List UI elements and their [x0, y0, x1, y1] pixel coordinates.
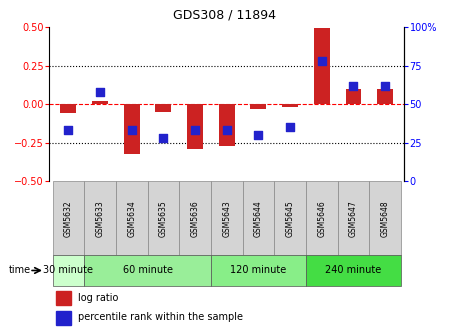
Point: [191, 128, 198, 133]
Text: time: time: [9, 265, 31, 276]
Point: [65, 128, 72, 133]
Point: [382, 83, 389, 88]
Bar: [57, 311, 70, 325]
Text: GDS308 / 11894: GDS308 / 11894: [173, 8, 276, 21]
Text: GSM5636: GSM5636: [190, 200, 199, 237]
Point: [286, 125, 294, 130]
Bar: [211, 181, 242, 255]
Text: percentile rank within the sample: percentile rank within the sample: [78, 312, 243, 323]
Bar: [251, 104, 266, 109]
Text: GSM5643: GSM5643: [222, 200, 231, 237]
Text: 60 minute: 60 minute: [123, 265, 172, 276]
Bar: [306, 181, 338, 255]
Bar: [338, 181, 369, 255]
Text: GSM5634: GSM5634: [127, 200, 136, 237]
Bar: [219, 104, 235, 146]
Bar: [274, 181, 306, 255]
Bar: [53, 181, 84, 255]
Bar: [57, 291, 70, 305]
Point: [97, 89, 104, 94]
Bar: [314, 29, 330, 104]
Point: [350, 83, 357, 88]
Bar: [346, 89, 361, 104]
Text: 240 minute: 240 minute: [326, 265, 382, 276]
Point: [255, 132, 262, 138]
Bar: [84, 255, 211, 286]
Text: GSM5633: GSM5633: [96, 200, 105, 237]
Text: GSM5632: GSM5632: [64, 200, 73, 237]
Text: log ratio: log ratio: [78, 293, 118, 303]
Bar: [155, 104, 172, 112]
Bar: [179, 181, 211, 255]
Text: GSM5647: GSM5647: [349, 200, 358, 237]
Bar: [242, 181, 274, 255]
Text: GSM5635: GSM5635: [159, 200, 168, 237]
Text: 120 minute: 120 minute: [230, 265, 286, 276]
Bar: [211, 255, 306, 286]
Bar: [61, 104, 76, 114]
Point: [128, 128, 135, 133]
Point: [223, 128, 230, 133]
Bar: [377, 89, 393, 104]
Bar: [92, 101, 108, 104]
Text: GSM5644: GSM5644: [254, 200, 263, 237]
Bar: [84, 181, 116, 255]
Bar: [124, 104, 140, 154]
Bar: [148, 181, 179, 255]
Bar: [53, 255, 84, 286]
Text: GSM5645: GSM5645: [286, 200, 295, 237]
Bar: [282, 104, 298, 107]
Text: GSM5646: GSM5646: [317, 200, 326, 237]
Bar: [187, 104, 203, 149]
Bar: [116, 181, 148, 255]
Point: [160, 135, 167, 141]
Bar: [369, 181, 401, 255]
Bar: [306, 255, 401, 286]
Text: GSM5648: GSM5648: [381, 200, 390, 237]
Text: 30 minute: 30 minute: [44, 265, 93, 276]
Point: [318, 58, 326, 64]
